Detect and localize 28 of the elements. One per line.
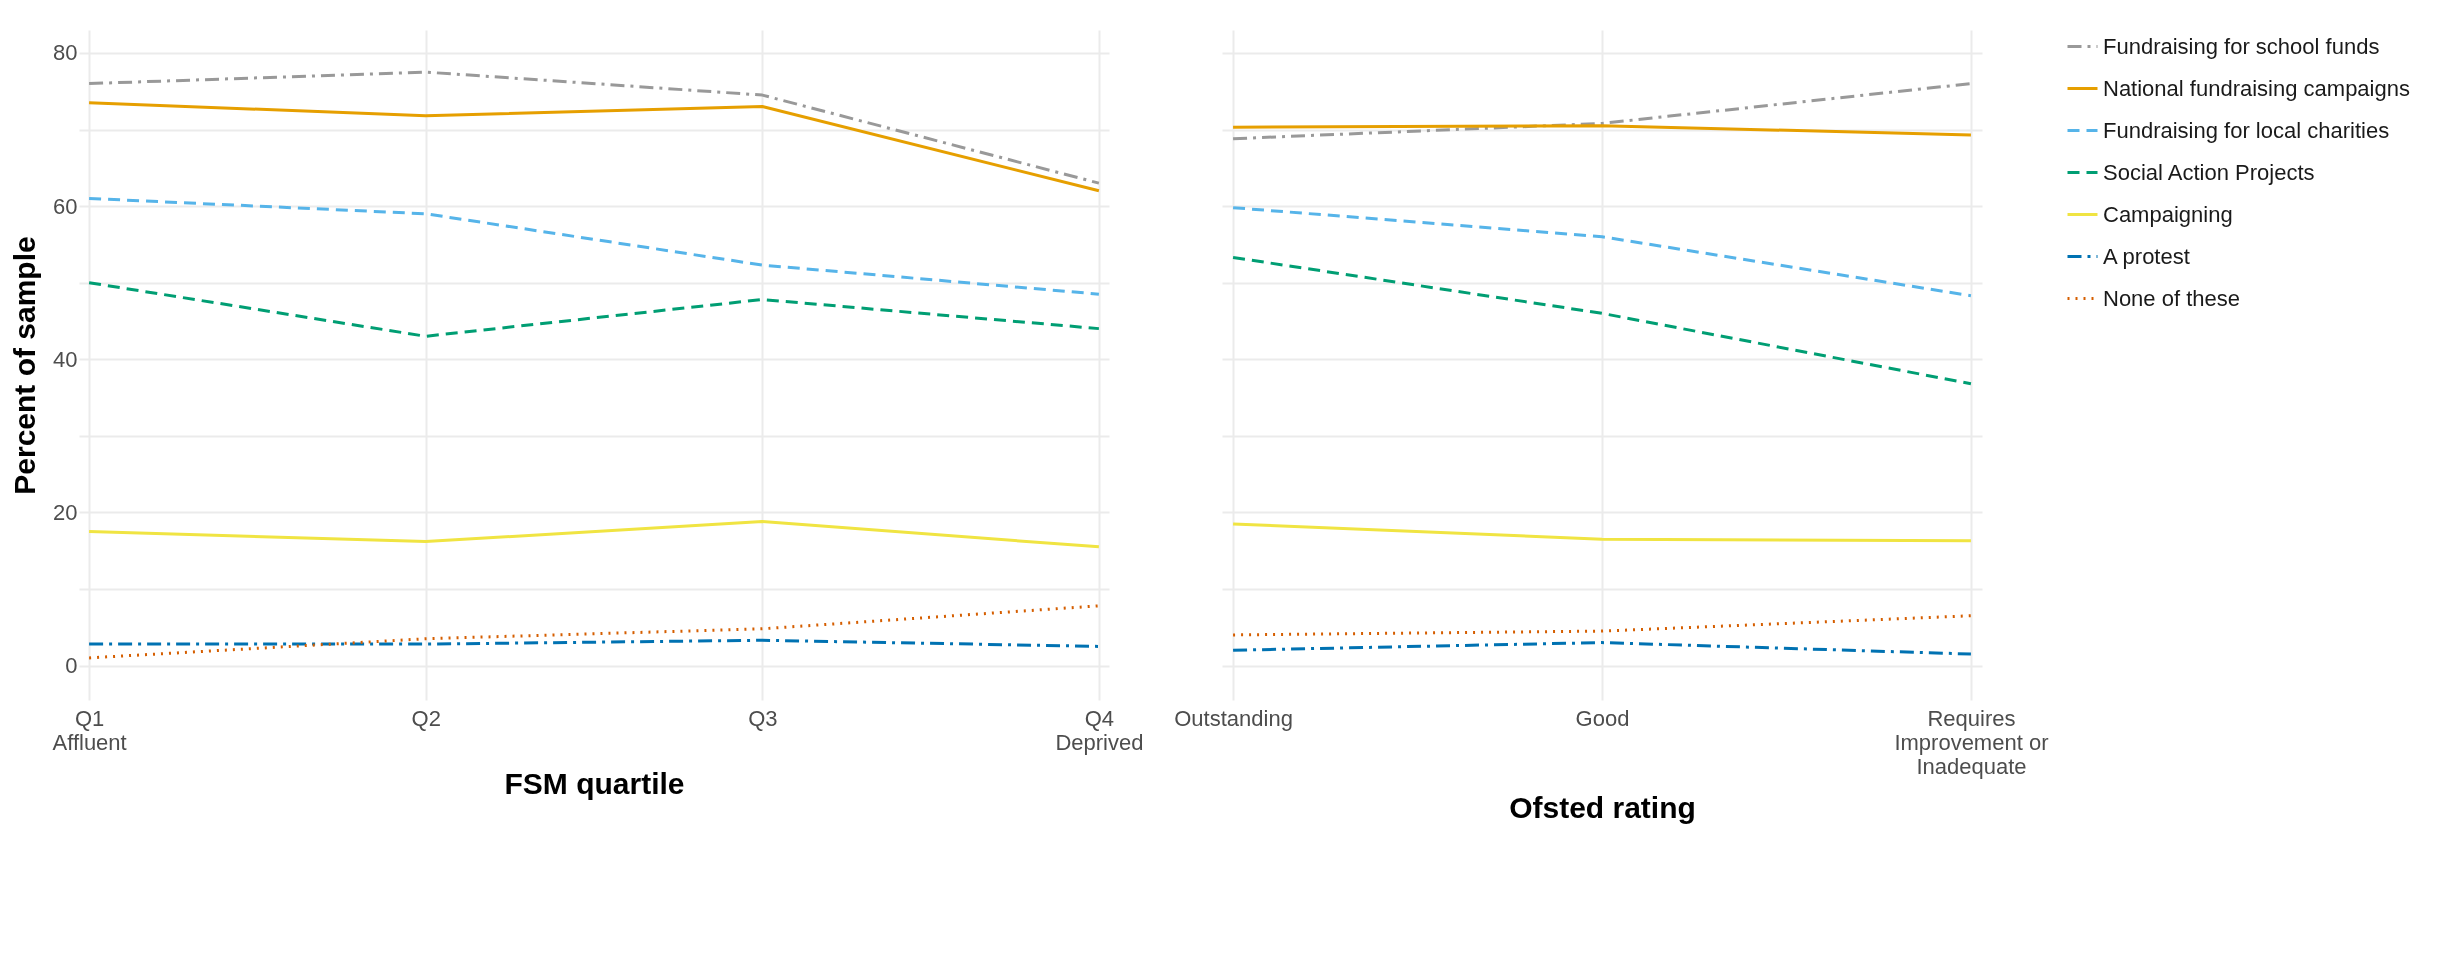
x-tick-label: Q1 Affluent — [52, 705, 127, 755]
x-tick-label: Q3 — [748, 705, 778, 731]
line-series — [87, 281, 1101, 338]
line-series — [87, 604, 1101, 660]
line-series — [87, 101, 1101, 193]
x-tick-label: Q4 Deprived — [1055, 705, 1144, 755]
line-series — [87, 70, 1101, 185]
x-tick-label: Q2 — [411, 705, 441, 731]
y-tick-label: 20 — [53, 499, 78, 525]
x-tick-label: Outstanding — [1174, 705, 1293, 731]
x-tick-label: Requires Improvement or Inadequate — [1894, 705, 2049, 779]
legend-label: Fundraising for local charities — [2103, 117, 2390, 143]
legend-label: Fundraising for school funds — [2103, 33, 2380, 59]
legend-label: Campaigning — [2103, 201, 2233, 227]
y-tick-label: 80 — [53, 40, 78, 66]
line-series — [87, 196, 1101, 296]
legend-label: A protest — [2103, 243, 2190, 269]
y-tick-label: 40 — [53, 346, 78, 372]
x-axis-title: Ofsted rating — [1509, 790, 1696, 824]
y-tick-label: 60 — [53, 193, 78, 219]
y-tick-label: 0 — [65, 653, 78, 679]
x-axis-title: FSM quartile — [504, 766, 685, 800]
legend-label: None of these — [2103, 285, 2240, 311]
y-axis-title: Percent of sample — [8, 236, 42, 495]
line-series — [87, 520, 1101, 549]
x-tick-label: Good — [1575, 705, 1630, 731]
legend-label: National fundraising campaigns — [2103, 75, 2410, 101]
legend-label: Social Action Projects — [2103, 159, 2315, 185]
